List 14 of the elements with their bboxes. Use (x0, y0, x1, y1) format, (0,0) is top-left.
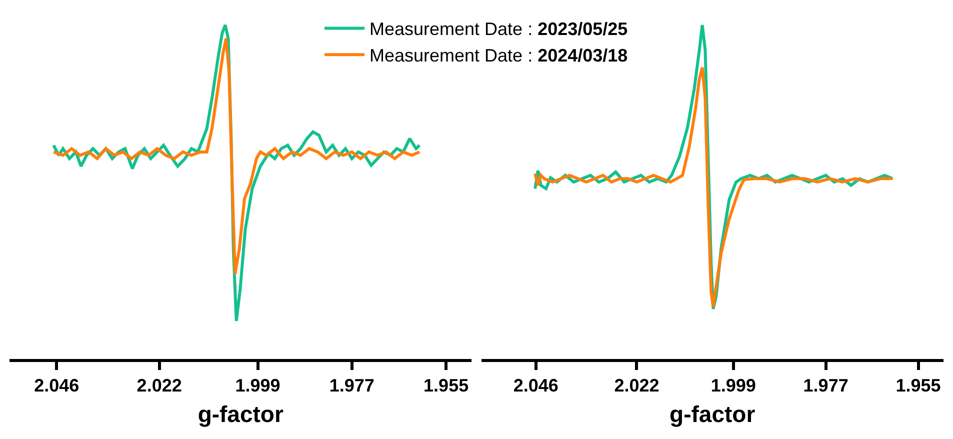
legend-label: Measurement Date : 2023/05/25 (370, 19, 628, 40)
legend-label: Measurement Date : 2024/03/18 (370, 46, 628, 66)
x-tick-label: 2.022 (136, 375, 182, 396)
x-tick-label: 2.022 (614, 375, 660, 396)
x-axis-title: g-factor (198, 400, 284, 427)
x-tick-label: 2.046 (34, 375, 80, 396)
x-tick-label: 1.955 (424, 375, 469, 396)
x-tick-label: 1.999 (710, 375, 756, 396)
x-tick-label: 1.977 (329, 375, 374, 396)
x-tick-label: 1.955 (896, 375, 941, 396)
x-tick-label: 1.977 (803, 375, 848, 396)
x-axis-title: g-factor (670, 400, 756, 427)
x-tick-label: 1.999 (235, 375, 280, 396)
x-tick-label: 2.046 (513, 375, 558, 396)
